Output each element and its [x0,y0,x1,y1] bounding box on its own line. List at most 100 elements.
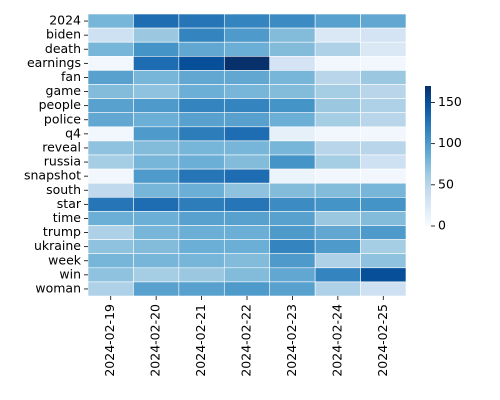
heatmap-cell [223,140,271,156]
y-tick-label: biden [46,27,81,42]
heatmap-cell [360,98,407,113]
heatmap-cell [223,41,271,57]
heatmap-cell [223,225,271,240]
heatmap-cell [178,112,225,128]
x-tick-label: 2024-02-25 [375,304,390,377]
heatmap-cell [360,225,407,240]
y-tick-label: q4 [65,125,81,140]
heatmap-cell [314,27,361,43]
heatmap-cell [133,211,180,226]
colorbar-ticks: 0 50 100 150 [431,94,462,233]
colorbar-tick-label: 100 [438,135,462,150]
heatmap-cell [178,253,225,269]
heatmap-cell [87,253,134,269]
heatmap-cell [360,140,407,156]
heatmap-cell [178,55,225,71]
heatmap-cell [87,168,134,184]
heatmap-cell [87,112,134,128]
heatmap-cell [87,211,134,226]
heatmap-cell [87,267,134,283]
heatmap-cell [269,182,316,198]
heatmap-cell [223,112,271,128]
y-tick-label: death [45,41,81,56]
heatmap-cell [269,112,316,128]
heatmap-cell [133,168,180,184]
heatmap-cell [87,41,134,57]
heatmap-cell [87,27,134,43]
heatmap-cell [178,140,225,156]
heatmap-cell [133,126,180,142]
heatmap-cell [269,154,316,170]
heatmap-cell [223,126,271,142]
heatmap-cell [178,126,225,142]
heatmap-cell [360,84,407,99]
heatmap-cell [314,225,361,240]
heatmap-cell [178,197,225,212]
heatmap-cell [269,55,316,71]
heatmap-cell [269,13,316,29]
heatmap-cell [223,197,271,212]
x-tick-label: 2024-02-21 [193,304,208,377]
heatmap-cell [269,253,316,269]
heatmap-cell [223,239,271,255]
heatmap-cell [314,84,361,99]
y-tick-label: time [53,210,82,225]
heatmap-cell [133,154,180,170]
heatmap-cell [178,27,225,43]
heatmap-cell [269,225,316,240]
heatmap-cell [314,70,361,85]
heatmap-cell [269,126,316,142]
heatmap-cell [133,239,180,255]
x-axis: 2024-02-19 2024-02-20 2024-02-21 2024-02-22… [102,296,390,377]
heatmap-cell [314,211,361,226]
heatmap-cell [314,13,361,29]
heatmap-cell [269,84,316,99]
x-tick-label: 2024-02-19 [102,304,117,377]
heatmap-cell [133,55,180,71]
heatmap-cell [314,98,361,113]
heatmap-cell [133,41,180,57]
heatmap-cell [314,41,361,57]
heatmap-cells [87,13,407,297]
heatmap-cell [223,55,271,71]
heatmap-cell [269,197,316,212]
y-axis: 2024bidendeathearningsfangamepeoplepolic… [24,13,88,295]
heatmap-cell [178,267,225,283]
heatmap-cell [87,239,134,255]
heatmap-cell [360,126,407,142]
y-tick-label: earnings [27,55,81,70]
heatmap-cell [223,168,271,184]
x-tick-label: 2024-02-24 [329,304,344,377]
x-tick-label: 2024-02-22 [239,304,254,377]
y-tick-label: ukraine [34,238,81,253]
heatmap-cell [87,154,134,170]
heatmap-cell [269,140,316,156]
x-tick-label: 2024-02-20 [148,304,163,377]
heatmap-cell [178,239,225,255]
heatmap-cell [360,182,407,198]
y-tick-label: win [59,266,81,281]
y-tick-label: russia [44,154,81,169]
heatmap-cell [269,267,316,283]
heatmap-cell [133,98,180,113]
heatmap-cell [360,253,407,269]
heatmap-cell [314,126,361,142]
heatmap-cell [314,182,361,198]
heatmap-cell [133,281,180,297]
heatmap-cell [223,211,271,226]
heatmap-cell [133,267,180,283]
heatmap-cell [133,84,180,99]
heatmap-cell [178,98,225,113]
colorbar-tick-label: 150 [438,94,462,109]
y-tick-label: fan [61,69,81,84]
heatmap-cell [360,211,407,226]
heatmap-cell [223,70,271,85]
heatmap-cell [223,154,271,170]
heatmap-cell [314,168,361,184]
heatmap-cell [87,225,134,240]
heatmap-cell [360,267,407,283]
heatmap-cell [314,197,361,212]
heatmap-cell [360,55,407,71]
heatmap-cell [178,281,225,297]
heatmap-cell [360,112,407,128]
